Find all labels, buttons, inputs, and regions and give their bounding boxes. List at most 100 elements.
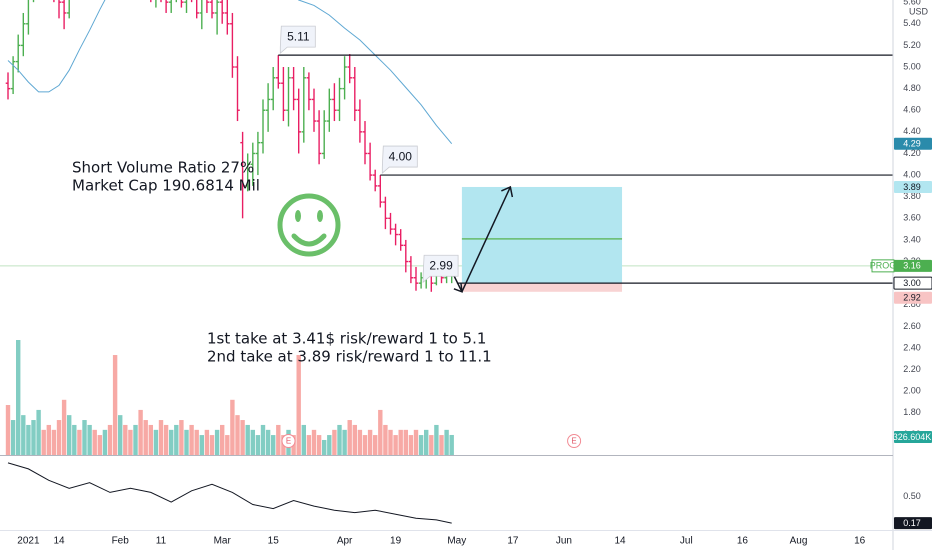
annotation: Market Cap 190.6814 Mil bbox=[72, 177, 260, 195]
volume-bar bbox=[10, 420, 16, 455]
volume-bar bbox=[220, 424, 225, 455]
arrow-head bbox=[501, 185, 514, 198]
volume-bar bbox=[204, 429, 210, 455]
price-layer bbox=[5, 0, 455, 292]
y-tick-label: 5.40 bbox=[903, 18, 921, 28]
volume-bar bbox=[138, 409, 143, 455]
x-tick-label: 14 bbox=[614, 536, 626, 547]
x-tick-label: May bbox=[447, 536, 466, 547]
volume-bar bbox=[316, 435, 322, 455]
callout-label: 2.99 bbox=[429, 258, 453, 272]
volume-bar bbox=[240, 420, 245, 455]
indicator-tag: 0.17 bbox=[903, 518, 921, 528]
x-tick-label: 14 bbox=[53, 536, 65, 547]
volume-bar bbox=[61, 399, 67, 455]
volume-bar bbox=[367, 429, 373, 455]
earnings-marker bbox=[281, 434, 296, 448]
volume-layer bbox=[5, 340, 454, 455]
price-tag-box bbox=[894, 259, 932, 272]
volume-bar bbox=[5, 405, 11, 455]
volume-bar bbox=[393, 435, 398, 455]
volume-bar bbox=[174, 424, 179, 455]
stop-tag-box bbox=[894, 291, 932, 304]
x-tick-label: Feb bbox=[112, 536, 130, 547]
volume-bar bbox=[434, 424, 439, 455]
stop-zone bbox=[461, 283, 623, 292]
volume-bar bbox=[373, 435, 378, 455]
annotation: 1st take at 3.41$ risk/reward 1 to 5.1 bbox=[207, 330, 486, 348]
y-tick-label: 4.40 bbox=[903, 126, 921, 136]
volume-bar bbox=[148, 424, 154, 455]
smiley-eye bbox=[295, 210, 301, 222]
y-tick-label: 4.00 bbox=[903, 169, 921, 179]
y-tick-label: 2.60 bbox=[903, 321, 921, 331]
volume-bar bbox=[230, 399, 235, 455]
volume-bar bbox=[46, 424, 52, 455]
y-tick-label: 3.80 bbox=[903, 191, 921, 201]
volume-bar bbox=[413, 429, 419, 455]
volume-bar bbox=[306, 435, 312, 455]
volume-bar bbox=[153, 429, 159, 455]
volume-bar bbox=[429, 435, 434, 455]
callout-box bbox=[279, 25, 316, 54]
volume-bar bbox=[92, 429, 97, 455]
volume-bar bbox=[36, 409, 41, 455]
x-tick-label: Mar bbox=[214, 536, 232, 547]
callout-box bbox=[422, 254, 459, 284]
volume-bar bbox=[118, 415, 123, 455]
arrow-line bbox=[461, 186, 512, 293]
axis-layer: 5.60 5.40 5.20 5.00 4.80 4.60 4.40 4.20 4.00 3.80… bbox=[17, 0, 932, 547]
volume-bar bbox=[97, 435, 103, 455]
volume-bar bbox=[332, 429, 337, 455]
price-tag: 3.16 bbox=[903, 261, 921, 271]
volume-bar bbox=[41, 429, 46, 455]
volume-bar bbox=[77, 429, 82, 455]
volume-bar bbox=[378, 409, 383, 455]
earnings-label: E bbox=[286, 437, 291, 446]
volume-bar bbox=[403, 429, 409, 455]
entry-tag: 3.00 bbox=[903, 278, 921, 288]
overlay-layer: E E 5.11 4.00 2.99 bbox=[278, 25, 893, 448]
x-tick-label: Jun bbox=[556, 536, 572, 547]
volume-bar bbox=[209, 435, 215, 455]
volume-bar bbox=[322, 439, 327, 455]
volume-bar bbox=[439, 435, 444, 455]
y-tick-label: 4.60 bbox=[903, 105, 921, 115]
x-tick-label: Apr bbox=[337, 536, 353, 547]
volume-bar bbox=[128, 429, 133, 455]
volume-bar bbox=[418, 435, 424, 455]
earnings-label: E bbox=[571, 437, 576, 446]
target-zone bbox=[461, 186, 623, 284]
target-tag-box bbox=[894, 180, 932, 193]
volume-bar bbox=[179, 420, 184, 455]
volume-bar bbox=[107, 424, 113, 455]
indicator-line bbox=[7, 462, 452, 524]
indicator-tag-box bbox=[894, 517, 932, 530]
volume-bar bbox=[342, 429, 347, 455]
volume-bar bbox=[225, 435, 230, 455]
volume-bar bbox=[133, 424, 138, 455]
volume-bar bbox=[444, 429, 449, 455]
target-tag: 3.89 bbox=[903, 182, 921, 192]
volume-bar bbox=[271, 435, 276, 455]
volume-bar bbox=[449, 434, 454, 455]
y-tick-label: 4.20 bbox=[903, 148, 921, 158]
callout-box bbox=[381, 145, 418, 174]
smiley-eye bbox=[317, 210, 323, 222]
volume-bar bbox=[352, 424, 358, 455]
volume-bar bbox=[276, 424, 281, 455]
x-tick-label: 16 bbox=[854, 536, 866, 547]
x-tick-label: Aug bbox=[790, 536, 808, 547]
volume-bar bbox=[245, 424, 250, 455]
y-tick-label: 2.20 bbox=[903, 364, 921, 374]
volume-bar bbox=[388, 429, 393, 455]
smiley-face bbox=[277, 193, 341, 257]
volume-bar bbox=[255, 435, 261, 455]
ma-tag-box bbox=[894, 137, 932, 150]
price-tag-name: PROG bbox=[870, 261, 897, 271]
y-tick-label: 5.60 bbox=[903, 0, 921, 7]
volume-bar bbox=[123, 424, 128, 455]
volume-bar bbox=[301, 424, 307, 455]
volume-bar bbox=[189, 424, 194, 455]
